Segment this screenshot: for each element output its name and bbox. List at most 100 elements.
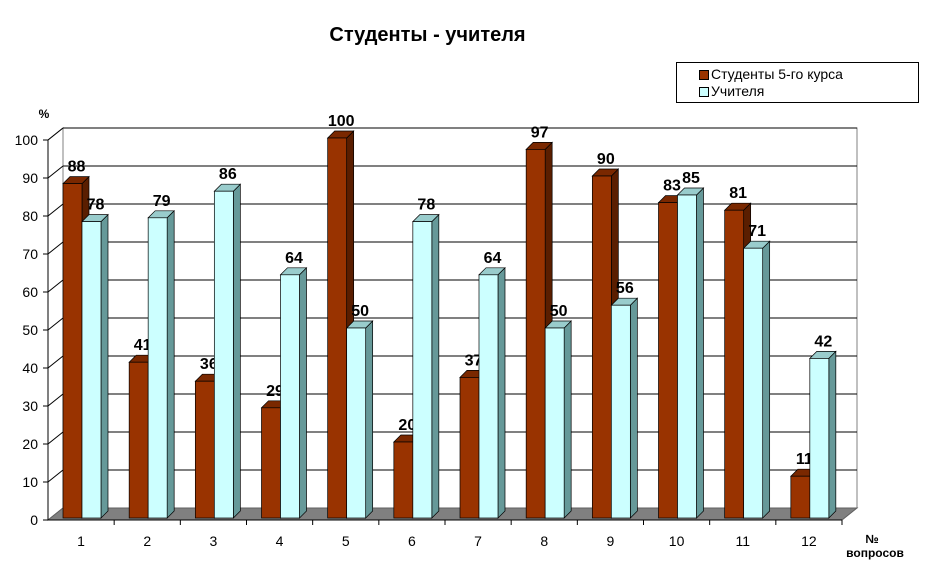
x-tick-label: 10 [669, 533, 685, 549]
legend-swatch-teachers [699, 87, 709, 97]
gridline-side [47, 317, 64, 331]
y-tick-label: 40 [22, 360, 38, 376]
data-label: 83 [663, 178, 681, 195]
y-tick-label: 100 [15, 132, 39, 148]
bar [213, 190, 234, 519]
x-tick-label: 7 [474, 533, 482, 549]
bar [280, 274, 300, 519]
x-tick-label: 1 [77, 533, 85, 549]
data-label: 86 [219, 166, 237, 183]
bar-side [563, 320, 572, 519]
y-tick-label: 90 [22, 170, 38, 186]
bar-side [696, 187, 704, 519]
data-label: 11 [796, 451, 813, 468]
bar-side [166, 209, 175, 519]
gridline-side [47, 127, 64, 141]
y-tick-label: 20 [22, 436, 38, 452]
data-label: 42 [814, 333, 832, 350]
bar-side [828, 350, 837, 519]
data-label: 56 [616, 280, 634, 297]
y-axis-label: % [39, 107, 50, 121]
x-axis-label: вопросов [846, 546, 904, 560]
legend-label: Учителя [711, 83, 765, 99]
data-label: 50 [351, 303, 369, 320]
bar-side [365, 320, 374, 519]
y-tick-label: 70 [22, 246, 38, 262]
bar [790, 475, 811, 519]
x-tick-label: 6 [408, 533, 416, 549]
bar [525, 149, 546, 519]
bar [81, 221, 102, 519]
gridline-side [47, 165, 64, 179]
y-tick-label: 80 [22, 208, 38, 224]
x-tick-label: 5 [342, 533, 350, 549]
bar [147, 217, 168, 519]
bar-side [431, 213, 440, 519]
legend-item-teachers: Учителя [699, 83, 918, 100]
bar [128, 361, 149, 519]
data-label: 71 [748, 223, 766, 240]
data-label: 64 [285, 250, 303, 267]
data-label: 37 [465, 352, 483, 369]
gridline-side [47, 241, 64, 255]
data-label: 88 [68, 159, 86, 176]
data-label: 78 [87, 197, 105, 214]
data-label: 100 [328, 113, 355, 130]
bar-side [497, 266, 506, 519]
x-tick-label: 9 [607, 533, 615, 549]
data-label: 50 [550, 303, 568, 320]
bar [610, 304, 631, 519]
bar [544, 327, 565, 519]
data-label: 79 [153, 193, 171, 210]
gridline-side [47, 279, 64, 293]
data-label: 64 [484, 250, 502, 267]
x-axis-label: № [865, 532, 878, 546]
y-tick-label: 0 [30, 512, 38, 528]
data-label: 97 [531, 124, 549, 141]
data-label: 29 [266, 383, 284, 400]
bar [62, 183, 83, 519]
y-tick-label: 30 [22, 398, 38, 414]
y-tick-label: 10 [22, 474, 38, 490]
legend-label: Студенты 5-го курса [711, 66, 843, 82]
y-tick-label: 60 [22, 284, 38, 300]
x-tick-label: 3 [210, 533, 218, 549]
gridline-side [47, 431, 64, 445]
bar-side [100, 213, 109, 519]
bar [478, 274, 499, 519]
bar [677, 194, 697, 519]
x-tick-label: 12 [801, 533, 817, 549]
gridline-side [47, 355, 64, 369]
legend-item-students: Студенты 5-го курса [699, 66, 918, 83]
data-label: 20 [398, 417, 416, 434]
bar-side [762, 240, 771, 519]
legend: Студенты 5-го курса Учителя [676, 62, 919, 103]
gridline-side [47, 393, 64, 407]
bar-side [232, 183, 241, 519]
y-tick-label: 50 [22, 322, 38, 338]
data-label: 41 [134, 337, 152, 354]
x-tick-label: 4 [276, 533, 284, 549]
legend-swatch-students [699, 70, 709, 80]
bar [724, 209, 745, 519]
bar-side [629, 297, 638, 519]
data-label: 36 [200, 356, 218, 373]
bar [412, 221, 433, 519]
bar [346, 327, 367, 519]
gridline-side [47, 469, 64, 483]
bar [459, 377, 480, 519]
data-label: 78 [417, 197, 435, 214]
bar [261, 407, 281, 519]
bar [658, 202, 678, 519]
bar [743, 247, 764, 519]
x-tick-label: 11 [735, 533, 750, 549]
data-label: 90 [597, 151, 615, 168]
bar [194, 380, 215, 519]
bar [591, 175, 612, 519]
data-label: 81 [729, 185, 747, 202]
x-tick-label: 8 [540, 533, 548, 549]
gridline-side [47, 203, 64, 217]
bar-side [299, 266, 307, 519]
